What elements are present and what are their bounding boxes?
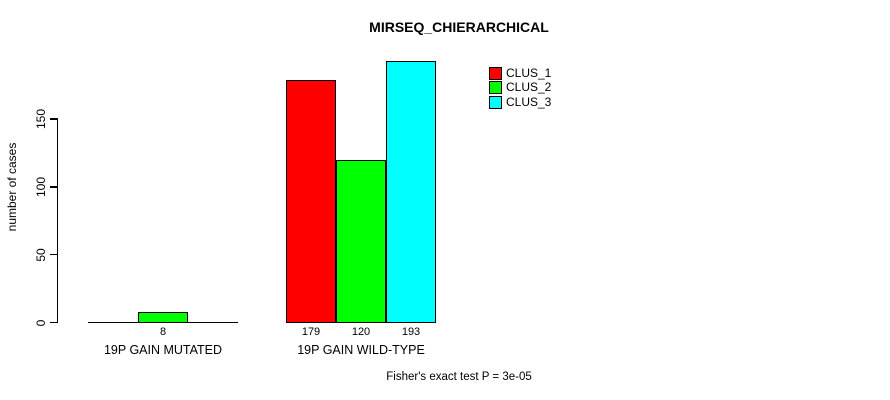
legend: CLUS_1 CLUS_2 CLUS_3 xyxy=(489,66,551,110)
bar-value-label: 120 xyxy=(351,326,371,338)
legend-swatch-clus_1 xyxy=(489,66,502,80)
bar-value-label: 179 xyxy=(301,326,321,338)
y-axis-tick xyxy=(50,118,58,120)
x-group-label-wildtype: 19P GAIN WILD-TYPE xyxy=(297,343,425,357)
bar-clus_2 xyxy=(138,311,188,323)
y-axis-line xyxy=(56,118,59,323)
x-group-label-mutated: 19P GAIN MUTATED xyxy=(103,343,223,357)
y-axis-tick-label: 0 xyxy=(34,319,48,326)
legend-label: CLUS_1 xyxy=(506,65,552,80)
stat-caption: Fisher's exact test P = 3e-05 xyxy=(386,371,532,383)
y-axis-tick-label: 150 xyxy=(34,108,48,130)
legend-label: CLUS_3 xyxy=(506,94,552,109)
bar-clus_3 xyxy=(386,60,436,323)
legend-swatch-clus_2 xyxy=(489,81,502,95)
legend-label: CLUS_2 xyxy=(506,80,552,95)
bar-clus_2 xyxy=(336,159,386,323)
y-axis-tick xyxy=(50,254,58,256)
group-baseline xyxy=(88,322,238,324)
legend-item-clus_2: CLUS_2 xyxy=(489,81,551,96)
legend-swatch-clus_3 xyxy=(489,95,502,109)
bar-value-label: 193 xyxy=(401,326,421,338)
bar-clus_1 xyxy=(286,79,336,323)
y-axis-tick-label: 100 xyxy=(34,176,48,197)
chart-title: MIRSEQ_CHIERARCHICAL xyxy=(369,19,549,35)
y-axis-tick xyxy=(50,321,58,324)
group-baseline xyxy=(286,322,436,324)
bar-value-label: 8 xyxy=(159,326,167,338)
legend-item-clus_1: CLUS_1 xyxy=(489,66,551,81)
y-axis-tick-label: 50 xyxy=(34,248,48,262)
y-axis-tick xyxy=(50,186,58,188)
y-axis-title: number of cases xyxy=(5,142,19,232)
legend-item-clus_3: CLUS_3 xyxy=(489,95,551,110)
